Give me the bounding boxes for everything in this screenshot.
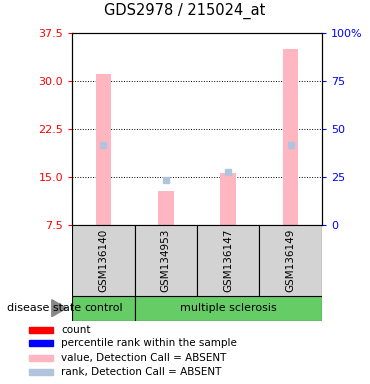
Polygon shape	[52, 300, 67, 316]
Bar	[29, 340, 53, 346]
Text: GSM136140: GSM136140	[98, 228, 108, 292]
Bar	[72, 225, 135, 296]
Text: control: control	[84, 303, 123, 313]
Point	[100, 142, 106, 148]
Text: value, Detection Call = ABSENT: value, Detection Call = ABSENT	[61, 353, 227, 362]
Text: percentile rank within the sample: percentile rank within the sample	[61, 338, 237, 348]
Text: rank, Detection Call = ABSENT: rank, Detection Call = ABSENT	[61, 367, 222, 377]
Bar	[135, 225, 197, 296]
Text: GSM136149: GSM136149	[286, 228, 296, 292]
Bar	[72, 296, 135, 321]
Bar	[135, 296, 322, 321]
Text: disease state: disease state	[7, 303, 81, 313]
Bar	[95, 74, 111, 225]
Bar	[221, 174, 236, 225]
Text: multiple sclerosis: multiple sclerosis	[180, 303, 277, 313]
Point	[288, 142, 294, 148]
Bar	[158, 191, 174, 225]
Bar	[283, 49, 299, 225]
Point	[163, 177, 169, 183]
Text: GSM134953: GSM134953	[161, 228, 171, 292]
Text: count: count	[61, 324, 91, 334]
Bar	[29, 326, 53, 333]
Bar	[197, 225, 259, 296]
Text: GSM136147: GSM136147	[223, 228, 233, 292]
Bar	[259, 225, 322, 296]
Bar	[29, 369, 53, 376]
Text: GDS2978 / 215024_at: GDS2978 / 215024_at	[104, 3, 266, 19]
Point	[225, 169, 231, 175]
Bar	[29, 354, 53, 361]
